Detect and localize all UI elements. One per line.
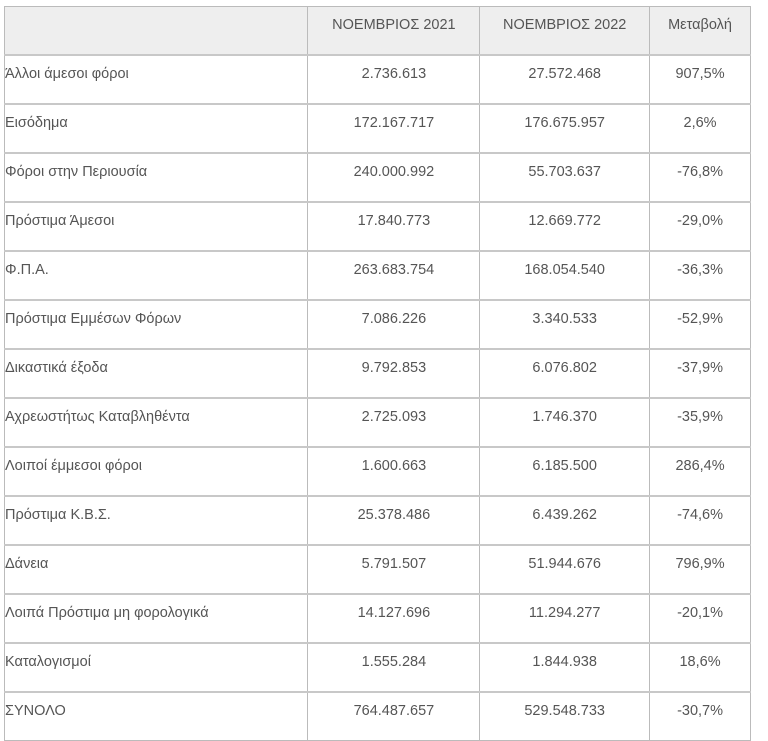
change-percent: -36,3% (649, 250, 751, 301)
row-label: Λοιπά Πρόστιμα μη φορολογικά (3, 593, 309, 644)
change-percent: 907,5% (649, 54, 751, 105)
value-2022: 529.548.733 (479, 691, 651, 741)
header-cell-change: Μεταβολή (649, 6, 751, 56)
table-row: Άλλοι άμεσοι φόροι 2.736.613 27.572.468 907… (3, 54, 751, 105)
value-2022: 11.294.277 (479, 593, 651, 644)
revenue-comparison-table: ΝΟΕΜΒΡΙΟΣ 2021 ΝΟΕΜΒΡΙΟΣ 2022 Μεταβολή Ά… (3, 6, 751, 741)
table-row: Δικαστικά έξοδα 9.792.853 6.076.802 -37,9% (3, 348, 751, 399)
change-percent: 18,6% (649, 642, 751, 693)
value-2021: 240.000.992 (307, 152, 481, 203)
table-row: Αχρεωστήτως Καταβληθέντα 2.725.093 1.746.3… (3, 397, 751, 448)
change-percent: -20,1% (649, 593, 751, 644)
table-row: Φ.Π.Α. 263.683.754 168.054.540 -36,3% (3, 250, 751, 301)
table-row: Φόροι στην Περιουσία 240.000.992 55.703.63… (3, 152, 751, 203)
row-label: Δάνεια (3, 544, 309, 595)
value-2021: 7.086.226 (307, 299, 481, 350)
table-row: Πρόστιμα Άμεσοι 17.840.773 12.669.772 -29,0… (3, 201, 751, 252)
row-label: Φ.Π.Α. (3, 250, 309, 301)
row-label: Αχρεωστήτως Καταβληθέντα (3, 397, 309, 448)
value-2022: 51.944.676 (479, 544, 651, 595)
value-2022: 168.054.540 (479, 250, 651, 301)
value-2021: 1.600.663 (307, 446, 481, 497)
value-2022: 6.076.802 (479, 348, 651, 399)
table-row: Λοιποί έμμεσοι φόροι 1.600.663 6.185.500 28… (3, 446, 751, 497)
row-label: ΣΥΝΟΛΟ (3, 691, 309, 741)
change-percent: -76,8% (649, 152, 751, 203)
header-cell-label (3, 6, 309, 56)
table-row: ΣΥΝΟΛΟ 764.487.657 529.548.733 -30,7% (3, 691, 751, 741)
row-label: Πρόστιμα Εμμέσων Φόρων (3, 299, 309, 350)
value-2022: 55.703.637 (479, 152, 651, 203)
table-row: Λοιπά Πρόστιμα μη φορολογικά 14.127.696 11… (3, 593, 751, 644)
header-row: ΝΟΕΜΒΡΙΟΣ 2021 ΝΟΕΜΒΡΙΟΣ 2022 Μεταβολή (3, 6, 751, 56)
header-cell-2022: ΝΟΕΜΒΡΙΟΣ 2022 (479, 6, 651, 56)
change-percent: -37,9% (649, 348, 751, 399)
value-2021: 263.683.754 (307, 250, 481, 301)
value-2021: 17.840.773 (307, 201, 481, 252)
value-2021: 2.736.613 (307, 54, 481, 105)
value-2022: 176.675.957 (479, 103, 651, 154)
value-2021: 25.378.486 (307, 495, 481, 546)
row-label: Πρόστιμα Κ.Β.Σ. (3, 495, 309, 546)
change-percent: -35,9% (649, 397, 751, 448)
row-label: Εισόδημα (3, 103, 309, 154)
row-label: Λοιποί έμμεσοι φόροι (3, 446, 309, 497)
table-row: Δάνεια 5.791.507 51.944.676 796,9% (3, 544, 751, 595)
table-row: Εισόδημα 172.167.717 176.675.957 2,6% (3, 103, 751, 154)
change-percent: -74,6% (649, 495, 751, 546)
value-2021: 172.167.717 (307, 103, 481, 154)
value-2021: 2.725.093 (307, 397, 481, 448)
value-2022: 1.844.938 (479, 642, 651, 693)
value-2022: 12.669.772 (479, 201, 651, 252)
change-percent: 796,9% (649, 544, 751, 595)
row-label: Άλλοι άμεσοι φόροι (3, 54, 309, 105)
value-2022: 6.185.500 (479, 446, 651, 497)
table-row: Πρόστιμα Κ.Β.Σ. 25.378.486 6.439.262 -74,6% (3, 495, 751, 546)
change-percent: -29,0% (649, 201, 751, 252)
change-percent: 286,4% (649, 446, 751, 497)
value-2022: 6.439.262 (479, 495, 651, 546)
value-2022: 3.340.533 (479, 299, 651, 350)
table-row: Πρόστιμα Εμμέσων Φόρων 7.086.226 3.340.533… (3, 299, 751, 350)
value-2021: 9.792.853 (307, 348, 481, 399)
table-row: Καταλογισμοί 1.555.284 1.844.938 18,6% (3, 642, 751, 693)
row-label: Φόροι στην Περιουσία (3, 152, 309, 203)
change-percent: -52,9% (649, 299, 751, 350)
change-percent: 2,6% (649, 103, 751, 154)
value-2021: 5.791.507 (307, 544, 481, 595)
value-2021: 764.487.657 (307, 691, 481, 741)
row-label: Πρόστιμα Άμεσοι (3, 201, 309, 252)
row-label: Δικαστικά έξοδα (3, 348, 309, 399)
value-2021: 14.127.696 (307, 593, 481, 644)
value-2022: 1.746.370 (479, 397, 651, 448)
value-2021: 1.555.284 (307, 642, 481, 693)
change-percent: -30,7% (649, 691, 751, 741)
header-cell-2021: ΝΟΕΜΒΡΙΟΣ 2021 (307, 6, 481, 56)
row-label: Καταλογισμοί (3, 642, 309, 693)
value-2022: 27.572.468 (479, 54, 651, 105)
